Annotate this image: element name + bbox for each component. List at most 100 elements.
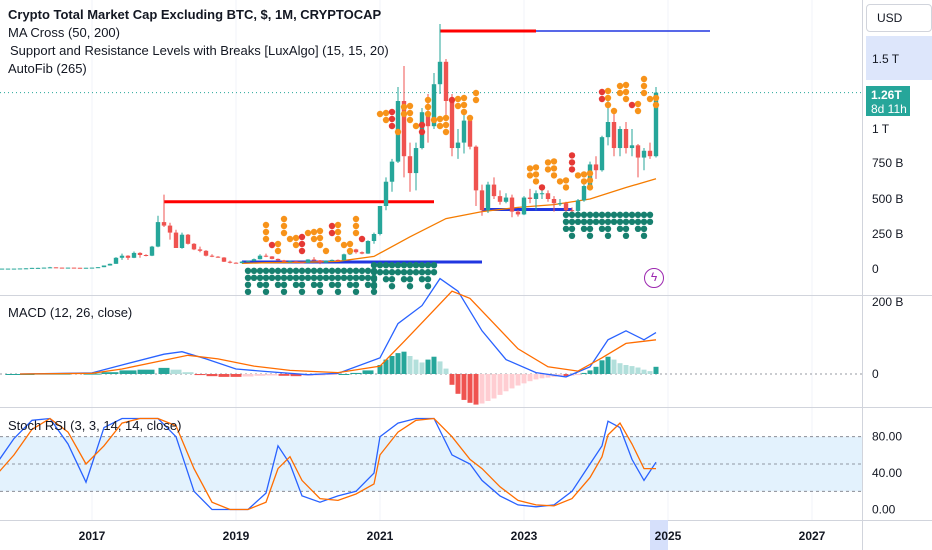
signal-dot-green xyxy=(316,288,324,295)
candle-body xyxy=(269,256,275,259)
signal-dot-orange xyxy=(358,235,366,243)
candle-body xyxy=(437,61,443,85)
macd-histogram-bar xyxy=(326,374,338,375)
signal-dot-green xyxy=(634,225,642,232)
signal-dot-green xyxy=(334,267,342,274)
candle-body xyxy=(275,258,281,261)
signal-dot-green xyxy=(352,281,360,288)
signal-dot-green xyxy=(280,267,288,274)
signal-dot-orange xyxy=(568,159,576,166)
time-axis-tick: 2019 xyxy=(223,529,250,543)
signal-dot-orange xyxy=(550,165,558,172)
signal-dot-green xyxy=(322,274,330,281)
signal-dot-green xyxy=(400,262,408,269)
signal-dot-green xyxy=(586,218,594,225)
signal-dot-orange xyxy=(334,235,342,243)
signal-dot-green xyxy=(580,211,588,218)
signal-dot-orange xyxy=(346,240,354,248)
candle-body xyxy=(611,122,617,149)
macd-histogram-bar xyxy=(443,368,449,374)
signal-dot-green xyxy=(280,288,288,295)
macd-histogram-bar xyxy=(158,367,170,374)
price-pane[interactable] xyxy=(0,24,862,295)
indicator-ma-cross[interactable]: MA Cross (50, 200) xyxy=(8,25,120,40)
candle-body xyxy=(533,193,539,199)
signal-dot-orange xyxy=(598,95,606,103)
signal-dot-green xyxy=(292,281,300,288)
price-axis-tick: 0 xyxy=(872,262,879,276)
signal-dot-green xyxy=(244,281,252,288)
macd-histogram-bar xyxy=(515,374,521,386)
signal-dot-green xyxy=(364,274,372,281)
macd-histogram-bar xyxy=(653,366,659,374)
last-price-tag: 1.26T 8d 11h xyxy=(866,86,910,116)
candle-body xyxy=(83,267,89,269)
signal-dot-green xyxy=(634,211,642,218)
last-price-value: 1.26T xyxy=(871,88,902,102)
candle-body xyxy=(173,232,179,248)
currency-button[interactable]: USD xyxy=(866,4,932,32)
signal-dot-orange xyxy=(418,128,426,136)
signal-dot-orange xyxy=(262,221,270,229)
grid-layer xyxy=(91,0,813,520)
macd-axis-tick: 200 B xyxy=(872,295,903,309)
signal-dot-green xyxy=(304,274,312,281)
macd-histogram-bar xyxy=(350,372,362,374)
signal-dot-green xyxy=(298,288,306,295)
macd-histogram-bar xyxy=(617,363,623,374)
signal-dot-orange xyxy=(610,107,618,115)
macd-title[interactable]: MACD (12, 26, close) xyxy=(8,305,133,320)
signal-dot-green xyxy=(568,218,576,225)
macd-histogram-bar xyxy=(362,370,374,374)
signal-dot-orange xyxy=(418,121,426,129)
signal-dot-orange xyxy=(562,184,570,191)
stoch-rsi-title[interactable]: Stoch RSI (3, 3, 14, 14, close) xyxy=(8,418,182,433)
signal-dot-green xyxy=(274,281,282,288)
indicator-support-resistance[interactable]: Support and Resistance Levels with Break… xyxy=(10,43,389,58)
signal-dot-orange xyxy=(280,215,288,223)
signal-dot-orange xyxy=(454,95,462,103)
candle-body xyxy=(371,234,377,241)
candle-body xyxy=(425,112,431,127)
candle-body xyxy=(5,268,11,270)
signal-dot-green xyxy=(610,211,618,218)
signal-dot-green xyxy=(250,274,258,281)
indicator-autofib[interactable]: AutoFib (265) xyxy=(8,61,87,76)
signal-dot-green xyxy=(370,288,378,295)
candle-body xyxy=(0,268,5,270)
candle-body xyxy=(485,184,491,211)
chart-title[interactable]: Crypto Total Market Cap Excluding BTC, $… xyxy=(8,7,382,22)
macd-histogram-bar xyxy=(419,362,425,374)
macd-pane[interactable] xyxy=(0,277,862,405)
stoch-axis-tick: 80.00 xyxy=(872,430,902,444)
price-axis-tick: 1.5 T xyxy=(872,52,900,66)
macd-histogram-bar xyxy=(83,373,101,375)
signal-dot-green xyxy=(412,262,420,269)
candle-body xyxy=(71,267,77,269)
candle-body xyxy=(245,260,251,262)
macd-histogram-bar xyxy=(605,356,611,374)
signal-dot-green xyxy=(310,281,318,288)
signal-dot-green xyxy=(262,281,270,288)
candle-body xyxy=(29,267,35,269)
candle-body xyxy=(407,156,413,174)
signal-dot-green xyxy=(634,218,642,225)
candle-body xyxy=(455,142,461,149)
macd-histogram-bar xyxy=(509,374,515,389)
candle-body xyxy=(239,261,245,264)
candle-body xyxy=(389,161,395,182)
stoch-pane[interactable] xyxy=(0,417,862,511)
signal-dot-green xyxy=(358,274,366,281)
signal-dot-green xyxy=(382,262,390,269)
lightning-icon[interactable]: ϟ xyxy=(644,268,664,288)
signal-dot-orange xyxy=(274,240,282,248)
macd-histogram-bar xyxy=(407,356,413,374)
candle-body xyxy=(203,250,209,256)
candle-body xyxy=(263,255,269,257)
signal-dot-green xyxy=(304,267,312,274)
candle-body xyxy=(353,249,359,253)
time-axis-tick: 2023 xyxy=(511,529,538,543)
macd-histogram-bar xyxy=(5,374,35,375)
macd-histogram-bar xyxy=(599,360,605,374)
